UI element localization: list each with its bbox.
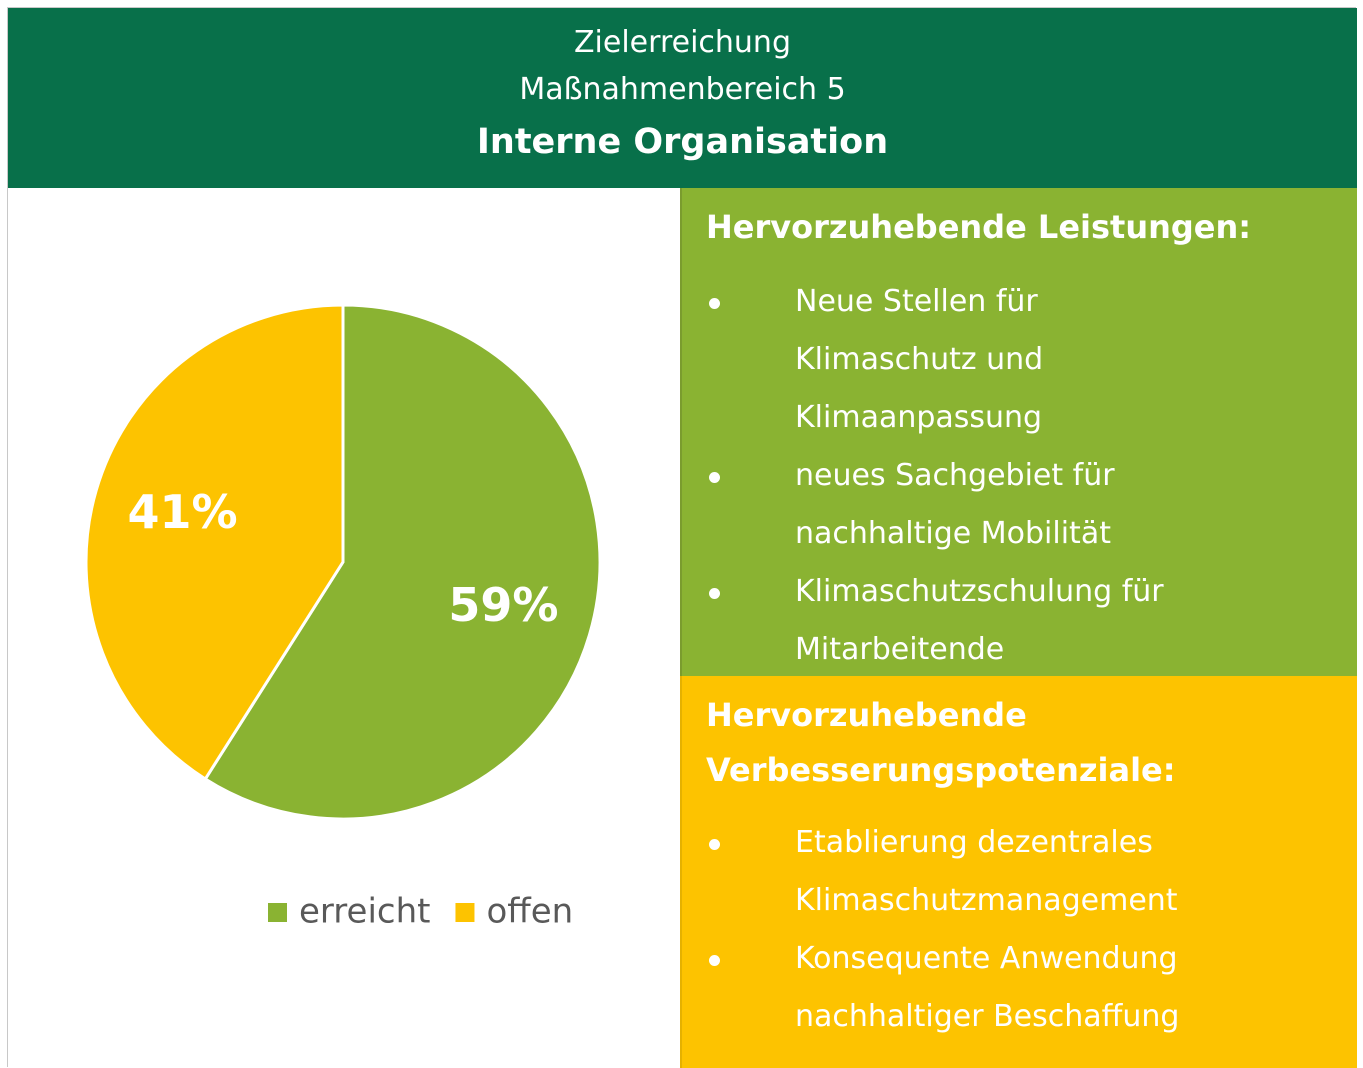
item-line: neues Sachgebiet für (795, 458, 1115, 493)
pie-slice (84, 303, 345, 782)
panel-heading: Hervorzuhebende Verbesserungspotenziale: (706, 696, 1176, 789)
pie-slice (203, 303, 602, 821)
achievements-panel: Hervorzuhebende Leistungen: Neue Stellen… (680, 188, 1357, 676)
list-item: Konsequente Anwendung nachhaltiger Bescha… (682, 930, 1357, 1046)
list-item: Etablierung dezentrales Klimaschutzmanage… (682, 814, 1357, 930)
header-title: Interne Organisation (476, 122, 889, 162)
item-line: Neue Stellen für (795, 284, 1038, 319)
legend-label: offen (486, 892, 573, 932)
legend-swatch (455, 903, 475, 922)
bullet (709, 298, 720, 309)
header-line: Maßnahmenbereich 5 (519, 72, 846, 107)
bullet (709, 839, 720, 850)
data-label: 59% (448, 578, 558, 632)
list-item: Klimaschutzschulung für Mitarbeitende (682, 563, 1357, 679)
improvements-panel: Hervorzuhebende Verbesserungspotenziale:… (680, 676, 1357, 1068)
data-label: 41% (128, 485, 238, 539)
item-line: Etablierung dezentrales (795, 825, 1153, 860)
chart: 59% 41% erreicht offen (84, 303, 602, 932)
list-item: Neue Stellen für Klimaschutz und Klimaanpa… (682, 273, 1357, 447)
item-line: nachhaltiger Beschaffung (795, 999, 1180, 1034)
legend-label: erreicht (299, 892, 430, 932)
item-line: nachhaltige Mobilität (795, 516, 1111, 551)
bullet (709, 472, 720, 483)
list: Etablierung dezentrales Klimaschutzmanage… (682, 814, 1357, 1046)
header: Zielerreichung Maßnahmenbereich 5 Intern… (8, 8, 1357, 188)
item-line: Mitarbeitende (795, 632, 1005, 667)
legend-swatch (268, 903, 287, 922)
list: Neue Stellen für Klimaschutz und Klimaanpa… (682, 273, 1357, 679)
item-line: Klimaanpassung (795, 400, 1043, 435)
item-line: Konsequente Anwendung (795, 941, 1178, 976)
item-line: Klimaschutzschulung für (795, 574, 1164, 609)
bullet (709, 588, 720, 599)
panel-heading: Hervorzuhebende Leistungen: (706, 208, 1252, 246)
item-line: Klimaschutzmanagement (795, 883, 1178, 918)
header-line: Zielerreichung (574, 25, 791, 60)
bullet (709, 955, 720, 966)
list-item: neues Sachgebiet für nachhaltige Mobilitä… (682, 447, 1357, 563)
item-line: Klimaschutz und (795, 342, 1044, 377)
